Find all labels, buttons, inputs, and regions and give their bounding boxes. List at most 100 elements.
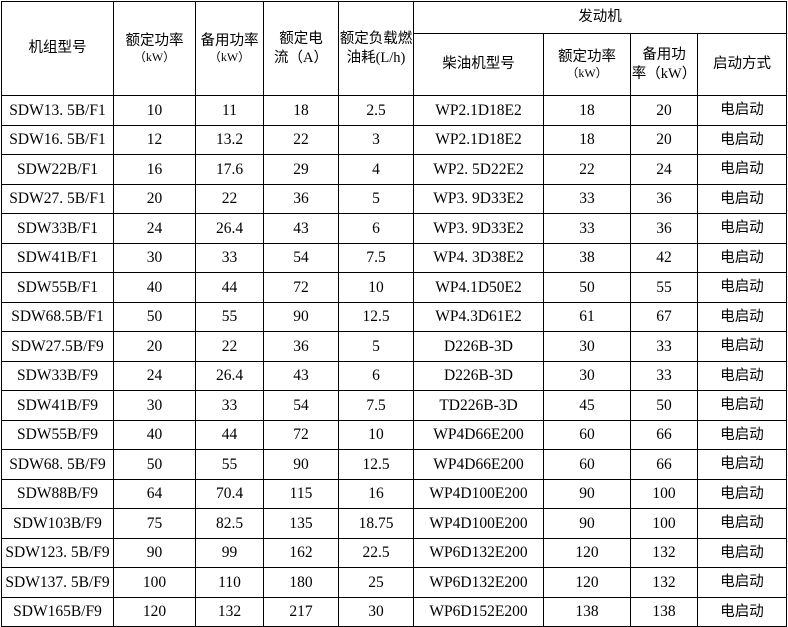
header-label-rated-power-line1: 额定功率 — [125, 32, 184, 49]
header-label-rated-power-line2: （kW） — [133, 50, 176, 65]
table-row: SDW123. 5B/F9 90 99 162 22.5 WP6D132E200 120 13… — [1, 537, 787, 568]
cell-estandby: 36 — [630, 213, 698, 244]
cell-engine: WP2. 5D22E2 — [413, 154, 544, 185]
cell-current: 43 — [263, 213, 339, 244]
cell-epower: 90 — [543, 508, 631, 539]
cell-standby: 13.2 — [195, 124, 264, 155]
cell-standby: 11 — [195, 95, 264, 126]
cell-fuel: 2.5 — [338, 95, 414, 126]
cell-estandby: 66 — [630, 419, 698, 450]
cell-start: 电启动 — [697, 272, 787, 303]
cell-start: 电启动 — [697, 478, 787, 509]
header-label-model: 机组型号 — [28, 40, 87, 57]
table-row: SDW41B/F9 30 33 54 7.5 TD226B-3D 45 50 电启动 — [1, 390, 787, 421]
cell-estandby: 50 — [630, 390, 698, 421]
cell-epower: 50 — [543, 272, 631, 303]
cell-estandby: 66 — [630, 449, 698, 480]
cell-engine: WP4D100E200 — [413, 478, 544, 509]
cell-model: SDW123. 5B/F9 — [1, 537, 114, 568]
table-row: SDW33B/F1 24 26.4 43 6 WP3. 9D33E2 33 36 电启动 — [1, 213, 787, 244]
cell-estandby: 132 — [630, 537, 698, 568]
table-row: SDW68. 5B/F9 50 55 90 12.5 WP4D66E200 60 66 电启动 — [1, 449, 787, 480]
cell-fuel: 12.5 — [338, 449, 414, 480]
cell-start: 电启动 — [697, 360, 787, 391]
cell-model: SDW33B/F9 — [1, 360, 114, 391]
cell-fuel: 22.5 — [338, 537, 414, 568]
header-label-standby-power-line2: （kW） — [208, 50, 251, 65]
cell-fuel: 4 — [338, 154, 414, 185]
cell-current: 180 — [263, 567, 339, 598]
cell-start: 电启动 — [697, 508, 787, 539]
header-label-fuel-line1: 额定负载燃 — [339, 31, 413, 48]
header-label-engine-rated-power-line2: （kW） — [566, 66, 608, 81]
cell-standby: 26.4 — [195, 213, 264, 244]
header-cell-model: 机组型号 — [1, 1, 114, 96]
cell-standby: 110 — [195, 567, 264, 598]
cell-start: 电启动 — [697, 419, 787, 450]
header-cell-start-mode: 启动方式 — [697, 33, 787, 96]
cell-current: 43 — [263, 360, 339, 391]
cell-engine: WP4. 3D38E2 — [413, 242, 544, 273]
cell-current: 217 — [263, 596, 339, 627]
cell-standby: 26.4 — [195, 360, 264, 391]
cell-power: 24 — [113, 360, 196, 391]
header-label-standby-power-line1: 备用功率 — [200, 32, 259, 49]
header-label-start-mode: 启动方式 — [713, 56, 771, 73]
cell-start: 电启动 — [697, 242, 787, 273]
cell-estandby: 24 — [630, 154, 698, 185]
cell-model: SDW68. 5B/F9 — [1, 449, 114, 480]
cell-epower: 33 — [543, 183, 631, 214]
table-row: SDW27. 5B/F1 20 22 36 5 WP3. 9D33E2 33 36 电启动 — [1, 183, 787, 214]
cell-engine: D226B-3D — [413, 331, 544, 362]
cell-power: 75 — [113, 508, 196, 539]
cell-epower: 30 — [543, 331, 631, 362]
header-cell-engine-model: 柴油机型号 — [413, 33, 544, 96]
cell-engine: TD226B-3D — [413, 390, 544, 421]
cell-estandby: 138 — [630, 596, 698, 627]
cell-power: 50 — [113, 449, 196, 480]
cell-standby: 99 — [195, 537, 264, 568]
cell-model: SDW88B/F9 — [1, 478, 114, 509]
cell-engine: WP6D132E200 — [413, 567, 544, 598]
cell-fuel: 6 — [338, 213, 414, 244]
header-row-group: 机组型号 额定功率 （kW） 备用功率 （kW） 额定电 流（A） 额定负载燃 … — [1, 1, 787, 96]
cell-model: SDW27.5B/F9 — [1, 331, 114, 362]
cell-standby: 17.6 — [195, 154, 264, 185]
cell-engine: WP4.3D61E2 — [413, 301, 544, 332]
header-label-engine-standby-line2: 率（kW） — [631, 65, 697, 82]
cell-start: 电启动 — [697, 124, 787, 155]
cell-power: 30 — [113, 242, 196, 273]
cell-epower: 120 — [543, 537, 631, 568]
table-row: SDW88B/F9 64 70.4 115 16 WP4D100E200 90 100 电启动 — [1, 478, 787, 509]
cell-start: 电启动 — [697, 567, 787, 598]
cell-fuel: 16 — [338, 478, 414, 509]
cell-current: 72 — [263, 419, 339, 450]
cell-start: 电启动 — [697, 537, 787, 568]
cell-estandby: 20 — [630, 95, 698, 126]
cell-epower: 120 — [543, 567, 631, 598]
cell-standby: 82.5 — [195, 508, 264, 539]
cell-power: 90 — [113, 537, 196, 568]
cell-current: 54 — [263, 390, 339, 421]
cell-model: SDW33B/F1 — [1, 213, 114, 244]
cell-epower: 33 — [543, 213, 631, 244]
cell-model: SDW22B/F1 — [1, 154, 114, 185]
cell-current: 162 — [263, 537, 339, 568]
cell-power: 12 — [113, 124, 196, 155]
cell-power: 20 — [113, 331, 196, 362]
header-cell-standby-power: 备用功率 （kW） — [195, 1, 264, 96]
cell-epower: 30 — [543, 360, 631, 391]
cell-fuel: 30 — [338, 596, 414, 627]
cell-epower: 45 — [543, 390, 631, 421]
cell-engine: WP4D66E200 — [413, 419, 544, 450]
cell-engine: WP3. 9D33E2 — [413, 213, 544, 244]
cell-epower: 61 — [543, 301, 631, 332]
cell-estandby: 132 — [630, 567, 698, 598]
cell-model: SDW41B/F9 — [1, 390, 114, 421]
cell-estandby: 55 — [630, 272, 698, 303]
table-row: SDW165B/F9 120 132 217 30 WP6D152E200 138 138 电启… — [1, 596, 787, 627]
cell-current: 115 — [263, 478, 339, 509]
cell-estandby: 20 — [630, 124, 698, 155]
cell-current: 90 — [263, 301, 339, 332]
